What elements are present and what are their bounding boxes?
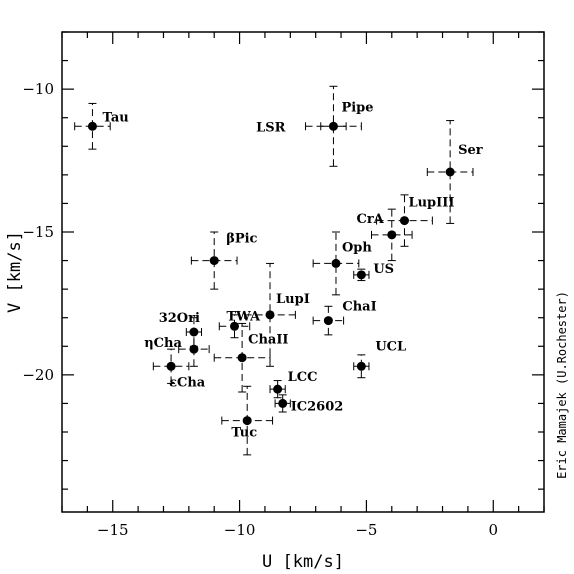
point-us	[356, 270, 366, 280]
label-cha: ηCha	[144, 336, 182, 351]
x-tick-label: −10	[224, 521, 256, 539]
data-points	[87, 121, 455, 426]
y-tick-label: −15	[22, 223, 54, 241]
point-ic2602	[278, 398, 288, 408]
x-tick-label: −5	[355, 521, 377, 539]
point-cha	[189, 344, 199, 354]
point-lupiii	[399, 216, 409, 226]
y-tick-label: −20	[22, 366, 54, 384]
author-credit: Eric Mamajek (U.Rochester)	[555, 291, 569, 479]
point-chai	[323, 316, 333, 326]
label-ucl: UCL	[375, 339, 406, 354]
point-pic	[209, 256, 219, 266]
axis-ticks	[61, 31, 545, 512]
label-pipe: Pipe	[341, 100, 373, 115]
label-chaii: ChaII	[248, 333, 288, 348]
point-oph	[331, 258, 341, 268]
point-32ori	[189, 327, 199, 337]
label-chai: ChaI	[342, 300, 376, 315]
x-axis-label: U [km/s]	[262, 552, 344, 572]
point-lupi	[265, 310, 275, 320]
x-tick-label: −15	[97, 521, 129, 539]
label-lupiii: LupIII	[408, 196, 454, 211]
x-tick-label: 0	[488, 521, 498, 539]
point-lcc	[273, 384, 283, 394]
label-tau: Tau	[102, 110, 128, 125]
label-tuc: Tuc	[231, 426, 257, 441]
point-pipe	[328, 121, 338, 131]
plot-frame	[61, 31, 545, 513]
point-tuc	[242, 416, 252, 426]
y-tick-labels: −10 −15 −20	[22, 80, 54, 384]
label-lcc: LCC	[288, 370, 318, 385]
y-axis-label: V [km/s]	[5, 231, 25, 313]
point-cra	[387, 230, 397, 240]
error-bars	[74, 85, 474, 456]
point-twa	[230, 321, 240, 331]
label-lsr: LSR	[256, 120, 286, 135]
x-tick-labels: −15 −10 −5 0	[97, 521, 498, 539]
label-lupi: LupI	[276, 292, 310, 307]
label-pic: βPic	[226, 232, 257, 247]
label-us: US	[373, 262, 394, 277]
label-cha: εCha	[169, 375, 206, 390]
label-oph: Oph	[342, 240, 372, 255]
label-cra: CrA	[356, 212, 384, 227]
y-tick-label: −10	[22, 80, 54, 98]
point-cha	[166, 361, 176, 371]
label-ser: Ser	[458, 143, 483, 158]
point-chaii	[237, 353, 247, 363]
point-tau	[87, 121, 97, 131]
label-twa: TWA	[227, 309, 261, 324]
point-ucl	[356, 361, 366, 371]
point-ser	[445, 167, 455, 177]
label-ic2602: IC2602	[291, 399, 344, 414]
label-32ori: 32Ori	[159, 311, 200, 326]
